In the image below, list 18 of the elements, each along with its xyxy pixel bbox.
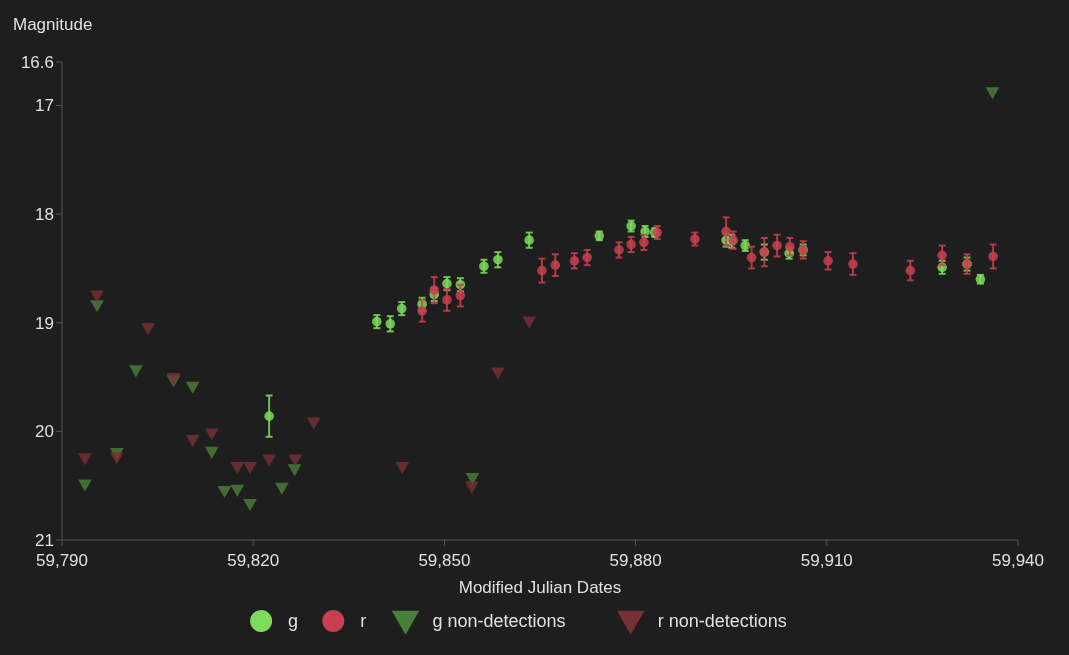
y-tick-label: 21 bbox=[35, 530, 54, 550]
legend-label: r bbox=[360, 611, 367, 632]
x-tick-label: 59,910 bbox=[800, 551, 853, 570]
y-tick-label: 18 bbox=[35, 205, 54, 225]
y-tick-label: 16.6 bbox=[20, 52, 54, 72]
x-axis-title: Modified Julian Dates bbox=[458, 578, 622, 597]
y-axis-title: Magnitude bbox=[13, 15, 93, 34]
legend-label: r non-detections bbox=[657, 611, 787, 632]
y-tick-label: 19 bbox=[35, 313, 54, 333]
x-tick-label: 59,820 bbox=[227, 551, 280, 570]
x-tick-label: 59,790 bbox=[36, 551, 88, 570]
x-tick-label: 59,940 bbox=[992, 551, 1044, 570]
y-tick-label: 20 bbox=[35, 422, 54, 442]
x-tick-label: 59,880 bbox=[609, 551, 662, 570]
y-tick-label: 17 bbox=[35, 96, 54, 116]
legend-label: g non-detections bbox=[432, 611, 566, 632]
legend-label: g bbox=[288, 611, 299, 632]
x-tick-label: 59,850 bbox=[418, 551, 471, 570]
